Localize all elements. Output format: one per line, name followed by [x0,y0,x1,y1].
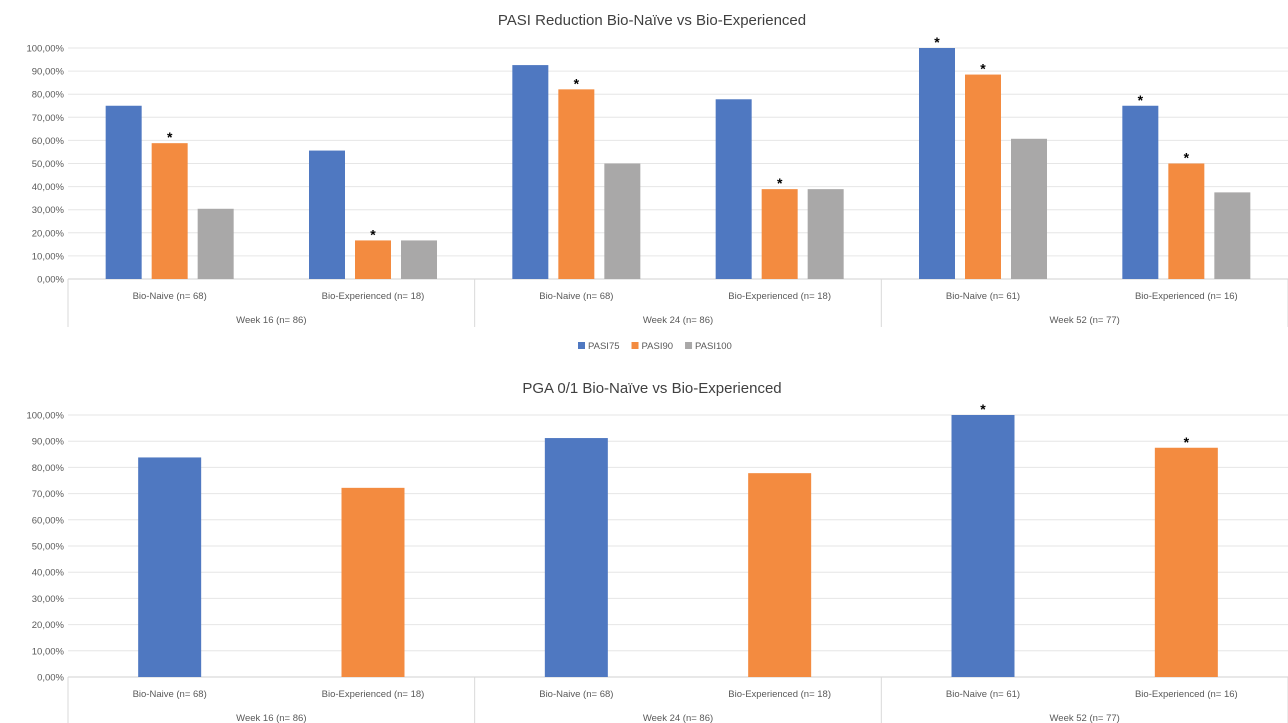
y-tick-label: 0,00% [37,673,64,684]
bar [748,473,812,677]
legend-swatch [578,342,585,349]
group-label: Week 24 (n= 86) [643,315,713,326]
bar-pasi75 [715,99,752,279]
chart-title: PGA 0/1 Bio-Naïve vs Bio-Experienced [522,380,781,397]
y-tick-label: 90,00% [32,437,65,448]
y-tick-label: 0,00% [37,275,64,286]
y-tick-label: 30,00% [32,205,65,216]
bar [1154,447,1218,677]
y-tick-label: 40,00% [32,568,65,579]
y-tick-label: 30,00% [32,594,65,605]
chart-title: PASI Reduction Bio-Naïve vs Bio-Experien… [498,12,806,29]
category-label: Bio-Experienced (n= 18) [728,291,831,302]
y-tick-label: 10,00% [32,251,65,262]
significance-marker: * [167,129,173,145]
bar-pasi90 [1168,163,1205,279]
y-tick-label: 70,00% [32,113,65,124]
legend-label: PASI75 [588,341,620,352]
bar [138,457,202,677]
significance-marker: * [777,175,783,191]
bar [951,415,1015,677]
bar [341,487,405,677]
category-label: Bio-Experienced (n= 16) [1135,291,1238,302]
group-label: Week 52 (n= 77) [1050,315,1120,326]
bar-pasi75 [919,48,955,279]
legend-swatch [685,342,693,349]
group-label: Week 52 (n= 77) [1050,713,1120,723]
bar-pasi90 [355,240,391,279]
bar-pasi100 [604,163,641,279]
y-tick-label: 80,00% [32,463,65,474]
bar-pasi100 [1011,138,1047,279]
category-label: Bio-Experienced (n= 18) [728,689,831,700]
bar-pasi90 [965,74,1001,279]
significance-marker: * [1184,434,1190,450]
bar-pasi90 [761,189,798,279]
significance-marker: * [980,61,986,77]
category-label: Bio-Naive (n= 61) [946,291,1020,302]
y-tick-label: 100,00% [26,44,64,55]
y-tick-label: 20,00% [32,620,65,631]
legend: PASI75 PASI90 PASI100 [578,341,732,352]
bar-pasi90 [558,89,595,279]
category-label: Bio-Naive (n= 61) [946,689,1020,700]
legend-label: PASI90 [642,341,674,352]
bar-pasi75 [105,105,142,279]
y-tick-label: 70,00% [32,489,65,500]
significance-marker: * [574,75,580,91]
bar-pasi100 [1214,192,1251,279]
significance-marker: * [1138,92,1144,108]
bar-pasi75 [512,65,549,280]
bar-pasi75 [309,150,345,279]
category-label: Bio-Experienced (n= 16) [1135,689,1238,700]
group-label: Week 24 (n= 86) [643,713,713,723]
category-label: Bio-Naive (n= 68) [539,689,613,700]
category-label: Bio-Naive (n= 68) [539,291,613,302]
pasi-reduction-chart: PASI Reduction Bio-Naïve vs Bio-Experien… [26,12,1288,352]
bar-pasi100 [401,240,437,279]
significance-marker: * [980,401,986,417]
bar-pasi100 [197,208,234,279]
bar-pasi90 [151,143,188,279]
legend-swatch [631,342,639,349]
legend-label: PASI100 [695,341,732,352]
y-tick-label: 60,00% [32,515,65,526]
category-label: Bio-Naive (n= 68) [133,291,207,302]
significance-marker: * [1184,150,1190,166]
legend-item: PASI75 [578,341,620,352]
significance-marker: * [934,34,940,50]
y-tick-label: 40,00% [32,182,65,193]
bar-pasi75 [1122,105,1159,279]
bar [544,438,608,677]
y-tick-label: 90,00% [32,67,65,78]
group-label: Week 16 (n= 86) [236,713,306,723]
legend-item: PASI100 [685,341,732,352]
category-label: Bio-Experienced (n= 18) [322,689,425,700]
y-tick-label: 60,00% [32,136,65,147]
pga-chart: PGA 0/1 Bio-Naïve vs Bio-Experienced 0,00… [26,380,1288,723]
group-label: Week 16 (n= 86) [236,315,306,326]
y-tick-label: 100,00% [26,411,64,422]
category-label: Bio-Experienced (n= 18) [322,291,425,302]
y-tick-label: 20,00% [32,228,65,239]
category-label: Bio-Naive (n= 68) [133,689,207,700]
y-tick-label: 50,00% [32,542,65,553]
bar-pasi100 [807,189,844,279]
y-tick-label: 80,00% [32,90,65,101]
significance-marker: * [370,226,376,242]
y-tick-label: 50,00% [32,159,65,170]
legend-item: PASI90 [631,341,674,352]
y-tick-label: 10,00% [32,646,65,657]
